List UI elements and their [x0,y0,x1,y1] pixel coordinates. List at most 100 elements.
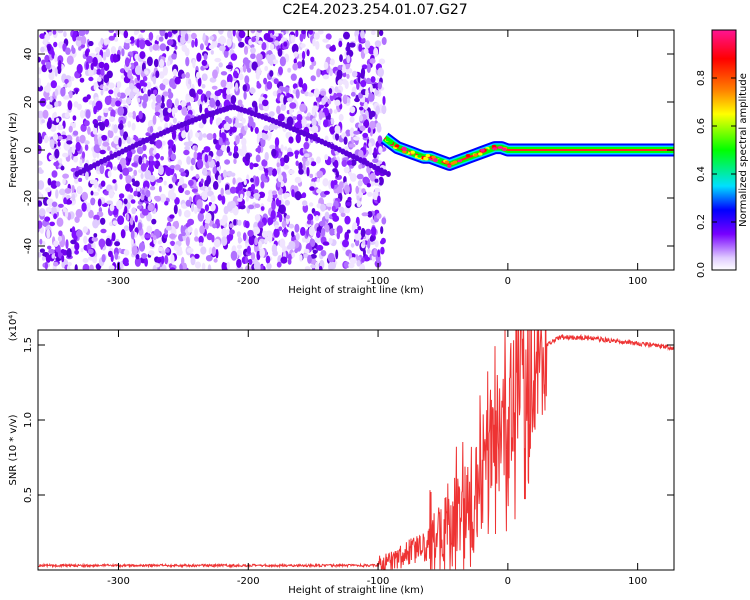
spectrogram-noise-cell [265,255,271,264]
spectrogram-noise-cell [144,234,151,239]
spectrogram-noise-cell [136,146,144,155]
spectrogram-noise-cell [312,38,316,47]
spectrogram-noise-cell [229,229,235,235]
spectrogram-noise-cell [301,30,306,35]
spectrogram-noise-cell [306,229,309,237]
spectrogram-noise-cell [131,207,137,215]
spectrogram-noise-cell [170,240,175,247]
spectrogram-noise-cell [213,238,221,248]
spectrogram-noise-cell [245,152,251,162]
spectrogram-noise-cell [264,65,269,72]
spectrogram-noise-cell [319,104,325,109]
spectrogram-noise-cell [150,93,156,99]
spectrogram-noise-cell [147,89,151,97]
spectrogram-noise-cell [289,106,293,116]
spectrogram-noise-cell [203,53,208,61]
spectrogram-noise-cell [360,37,366,43]
spectrogram-noise-cell [142,82,148,87]
spectrogram-x-tick-label: -200 [237,276,260,287]
spectrogram-noise-cell [73,101,79,108]
spectrogram-noise-cell [124,88,131,96]
spectrogram-noise-cell [348,171,353,177]
spectrogram-noise-cell [327,99,332,105]
spectrogram-noise-cell [316,188,322,194]
spectrogram-noise-cell [294,223,300,233]
spectrogram-noise-cell [180,35,186,45]
spectrogram-noise-cell [149,186,156,191]
spectrogram-noise-cell [329,45,336,52]
snr-panel: -300 -200 -100 0 100 0.5 1.0 1.5 Height of str… [8,311,675,596]
spectrogram-noise-cell [269,123,276,131]
spectrogram-noise-cell [105,48,111,58]
spectrogram-noise-cell [183,210,191,218]
spectrogram-noise-cell [165,248,170,253]
spectrogram-noise-cell [295,30,299,38]
spectrogram-noise-cell [251,36,256,43]
spectrogram-noise-cell [288,136,294,144]
spectrogram-noise-cell [274,137,280,147]
signal-speckle [473,153,478,157]
signal-speckle [447,164,452,168]
spectrogram-noise-cell [230,250,238,261]
spectrogram-noise-cell [120,229,126,239]
spectrogram-noise-cell [63,31,67,38]
spectrogram-noise-cell [151,218,157,225]
spectrogram-noise-cell [349,116,355,123]
spectrogram-noise-cell [367,191,373,197]
spectrogram-noise-cell [363,101,369,111]
spectrogram-noise-cell [190,157,196,166]
spectrogram-noise-cell [338,113,344,122]
spectrogram-noise-cell [194,253,200,259]
spectrogram-noise-cell [62,178,66,185]
spectrogram-noise-cell [185,199,192,207]
spectrogram-noise-cell [320,90,327,96]
spectrogram-noise-cell [318,110,323,121]
signal-speckle [437,159,442,163]
spectrogram-noise-cell [38,77,41,88]
spectrogram-noise-cell [369,84,373,94]
spectrogram-noise-cell [315,40,320,51]
spectrogram-noise-cell [366,77,371,84]
spectrogram-noise-cell [177,105,183,111]
spectrogram-noise-cell [363,256,371,262]
spectrogram-noise-cell [198,235,204,244]
spectrogram-noise-cell [208,44,215,50]
spectrogram-noise-cell [308,202,314,207]
spectrogram-noise-cell [184,145,191,151]
spectrogram-noise-cell [351,70,358,78]
spectrogram-noise-cell [350,91,356,97]
spectrogram-noise-cell [110,46,117,54]
spectrogram-noise-cell [311,125,319,134]
spectrogram-noise-cell [214,57,222,63]
spectrogram-noise-cell [60,249,65,254]
spectrogram-noise-cell [155,94,162,104]
spectrogram-noise-cell [358,164,363,170]
spectrogram-noise-cell [60,165,65,171]
spectrogram-noise-cell [327,252,335,263]
spectrogram-noise-cell [326,202,333,207]
spectrogram-noise-cell [100,116,107,122]
spectrogram-noise-cell [291,43,299,54]
spectrogram-noise-cell [280,103,287,111]
spectrogram-noise-cell [324,211,330,220]
spectrogram-noise-cell [38,169,44,175]
spectrogram-noise-cell [167,108,172,113]
spectrogram-noise-cell [349,127,355,138]
spectrogram-noise-cell [249,87,255,95]
spectrogram-noise-cell [97,198,102,207]
spectrogram-noise-cell [172,117,177,124]
spectrogram-noise-cell [373,47,379,58]
spectrogram-noise-cell [267,167,274,172]
spectrogram-noise-cell [180,224,184,235]
spectrogram-noise-cell [174,197,180,205]
spectrogram-noise-cell [248,116,254,127]
colorbar-ticks: 0.0 0.2 0.4 0.6 0.8 [696,70,736,278]
spectrogram-noise-cell [298,162,303,171]
spectrogram-noise-cell [191,188,198,193]
spectrogram-noise-cell [196,71,201,80]
spectrogram-noise-cell [271,190,277,196]
spectrogram-noise-cell [64,78,69,84]
spectrogram-noise-cell [152,115,157,125]
spectrogram-noise-cell [226,38,232,48]
spectrogram-noise-cell [320,227,326,237]
